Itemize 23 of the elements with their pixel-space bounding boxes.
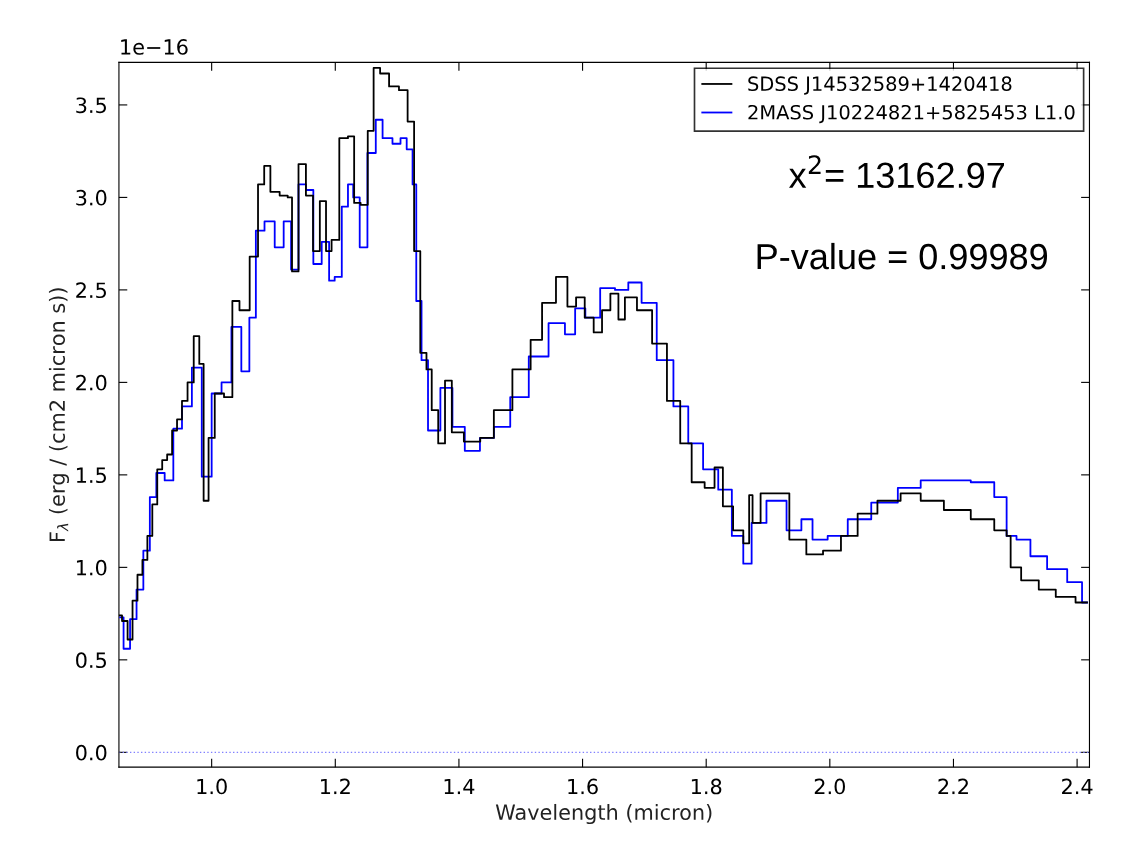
y-axis-title: F$_{λ}$ (erg / (cm2 micron s)) (48, 288, 70, 542)
y-tick-label: 0.0 (76, 744, 107, 761)
annotation: P-value = 0.99989 (757, 242, 1048, 270)
y-tick-label: 1.0 (76, 559, 107, 576)
legend-label: SDSS J14532589+1420418 (748, 76, 1012, 95)
y-tick-label: 0.5 (76, 652, 106, 669)
x-tick-label: 1.0 (197, 778, 227, 795)
x-tick-label: 2.2 (938, 778, 968, 795)
text: 1e−16 (121, 39, 188, 55)
x-tick-label: 1.2 (321, 778, 350, 795)
x-tick-label: 2.0 (814, 778, 846, 795)
x-tick-label: 1.6 (568, 778, 598, 795)
x-axis-title: Wavelength (micron) (495, 803, 712, 825)
y-tick-label: 1.5 (76, 467, 106, 484)
y-tick-label: 2.5 (76, 282, 106, 299)
y-tick-label: 2.0 (76, 374, 107, 391)
x-tick-label: 1.8 (691, 778, 722, 795)
y-tick-label: 3.5 (76, 97, 106, 114)
y-tick-label: 3.0 (76, 189, 107, 206)
annotation: x$^{2}$= 13162.97 (789, 155, 1004, 189)
x-tick-label: 2.4 (1062, 778, 1093, 795)
legend-label: 2MASS J10224821+5825453 L1.0 (748, 104, 1075, 124)
x-tick-label: 1.4 (444, 778, 475, 795)
